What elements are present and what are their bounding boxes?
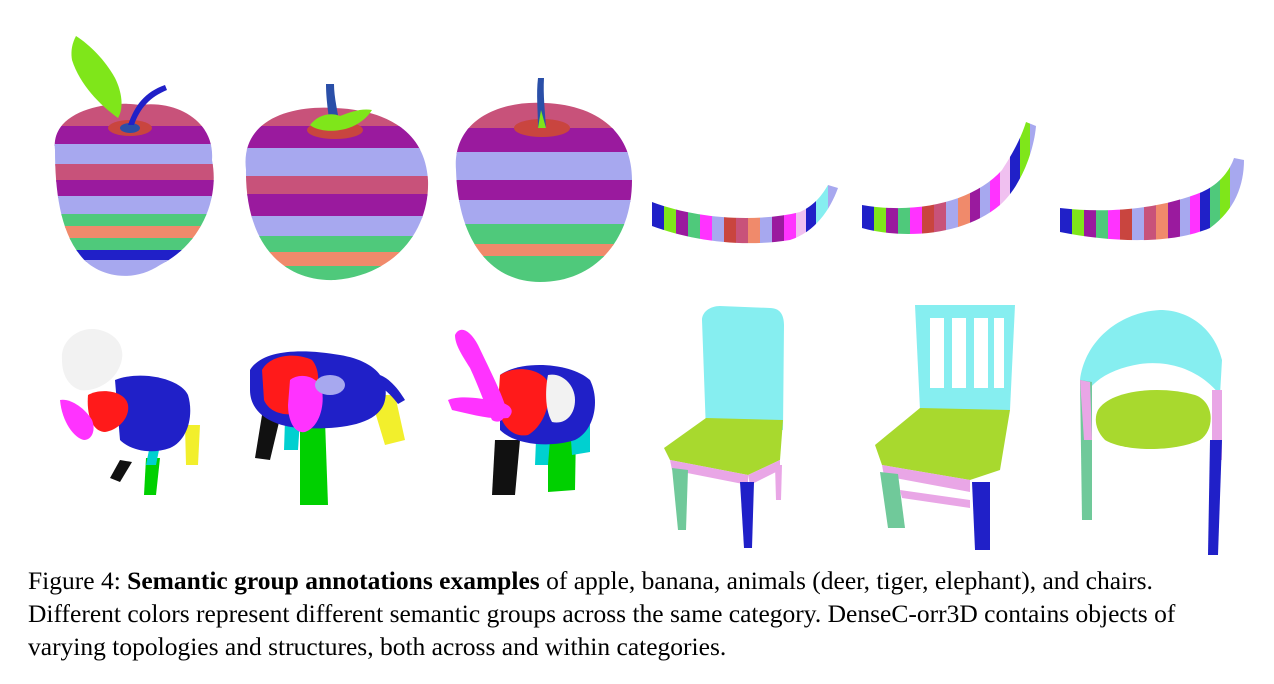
apple-3-mesh	[455, 78, 632, 282]
banana-2-mesh	[862, 122, 1036, 235]
caption-text: of apple, banana, animals (deer, tiger, …	[28, 566, 1176, 661]
caption-label: Figure 4:	[28, 566, 128, 595]
chair-2-mesh	[875, 305, 1015, 550]
apple-1-mesh	[54, 36, 214, 276]
tiger-mesh	[250, 351, 405, 505]
figure-caption: Figure 4: Semantic group annotations exa…	[28, 564, 1250, 663]
apple-2-mesh	[245, 84, 429, 281]
figure-panel	[54, 36, 1244, 555]
banana-3-mesh	[1060, 158, 1244, 241]
banana-1-mesh	[652, 185, 838, 244]
chair-1-mesh	[664, 306, 784, 548]
elephant-mesh	[448, 329, 595, 495]
caption-title: Semantic group annotations examples	[127, 566, 540, 595]
chair-3-mesh	[1080, 310, 1222, 555]
deer-mesh	[60, 329, 200, 495]
